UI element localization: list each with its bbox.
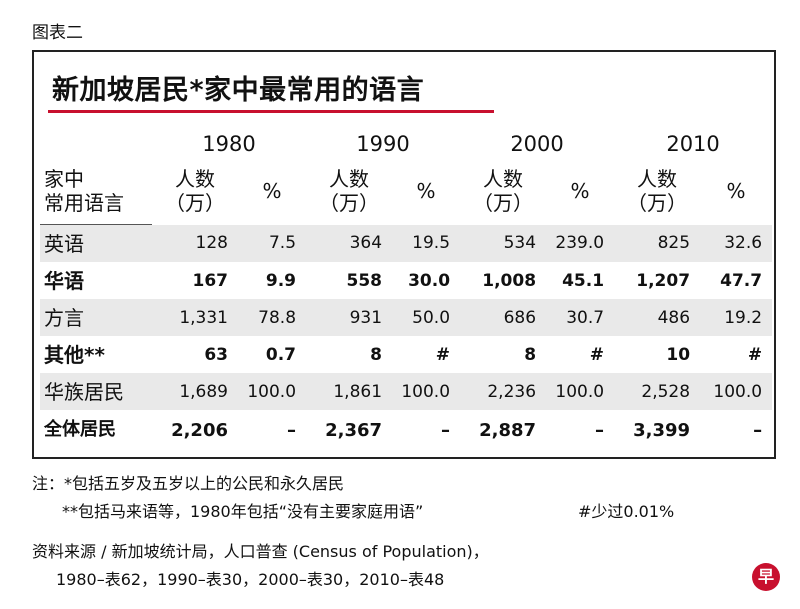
pct-header: % bbox=[416, 179, 436, 204]
percent-cell: 78.8 bbox=[238, 299, 307, 336]
sub-header-row: 家中 常用语言 人数 （万） % 人数 （万） % 人数 （万） % 人数 （万） % bbox=[40, 158, 772, 225]
table-row: 英语 128 7.5 364 19.5 534 239.0 825 32.6 bbox=[40, 224, 773, 262]
count-cell: 2,887 bbox=[479, 419, 537, 441]
percent-cell: 9.9 bbox=[265, 270, 297, 291]
source-line-1: 资料来源 / 新加坡统计局，人口普查 (Census of Population… bbox=[32, 542, 489, 561]
percent-cell: 50.0 bbox=[392, 299, 461, 336]
count-header: 人数 （万） bbox=[627, 167, 688, 216]
percent-cell: 32.6 bbox=[700, 224, 773, 262]
table-frame: 新加坡居民*家中最常用的语言 1980 1990 2000 2010 家中 常用… bbox=[32, 50, 776, 459]
percent-cell: 7.5 bbox=[238, 224, 307, 262]
count-cell: 10 bbox=[666, 344, 691, 365]
title-underline bbox=[48, 110, 494, 113]
count-cell: 558 bbox=[346, 270, 383, 291]
row-label: 其他** bbox=[44, 342, 105, 367]
note-hash: #少过0.01% bbox=[578, 502, 675, 521]
count-cell: 686 bbox=[460, 299, 547, 336]
count-cell: 1,207 bbox=[636, 270, 691, 291]
row-label: 英语 bbox=[40, 224, 152, 262]
table-row: 方言 1,331 78.8 931 50.0 686 30.7 486 19.2 bbox=[40, 299, 773, 336]
corner-cell bbox=[40, 130, 152, 158]
percent-cell: 45.1 bbox=[562, 270, 605, 291]
year-header-1980: 1980 bbox=[202, 132, 256, 156]
pct-header: % bbox=[262, 179, 282, 204]
percent-cell: – bbox=[595, 419, 605, 441]
table-row: 其他** 63 0.7 8 #8 #10 # bbox=[40, 336, 772, 373]
count-cell: 931 bbox=[306, 299, 393, 336]
percent-cell: 30.0 bbox=[408, 270, 451, 291]
year-header-2010: 2010 bbox=[666, 132, 720, 156]
row-header-line2: 常用语言 bbox=[44, 191, 124, 215]
percent-cell: # bbox=[589, 344, 605, 365]
table-row: 华族居民 1,689 100.0 1,861 100.0 2,236 100.0 2,528 1… bbox=[40, 373, 773, 410]
publisher-logo-icon: 早 bbox=[752, 563, 780, 591]
count-cell: 167 bbox=[192, 270, 229, 291]
percent-cell: 100.0 bbox=[392, 373, 461, 410]
row-label: 全体居民 bbox=[44, 419, 116, 440]
notes: 注：*包括五岁及五岁以上的公民和永久居民 **包括马来语等，1980年包括“没有… bbox=[32, 470, 674, 526]
count-cell: 364 bbox=[306, 224, 393, 262]
percent-cell: 19.5 bbox=[392, 224, 461, 262]
count-cell: 8 bbox=[370, 344, 383, 365]
count-cell: 2,528 bbox=[614, 373, 701, 410]
count-cell: 1,689 bbox=[152, 373, 238, 410]
percent-cell: # bbox=[747, 344, 763, 365]
count-cell: 486 bbox=[614, 299, 701, 336]
count-header: 人数 （万） bbox=[473, 167, 534, 216]
row-label: 华语 bbox=[44, 268, 84, 293]
percent-cell: 30.7 bbox=[546, 299, 615, 336]
row-label: 华族居民 bbox=[40, 373, 152, 410]
percent-cell: 100.0 bbox=[546, 373, 615, 410]
percent-cell: 239.0 bbox=[546, 224, 615, 262]
row-label: 方言 bbox=[40, 299, 152, 336]
source-line-2: 1980–表62，1990–表30，2000–表30，2010–表48 bbox=[56, 570, 445, 589]
row-header-label: 家中 常用语言 bbox=[40, 158, 152, 225]
percent-cell: – bbox=[287, 419, 297, 441]
year-header-2000: 2000 bbox=[510, 132, 564, 156]
source: 资料来源 / 新加坡统计局，人口普查 (Census of Population… bbox=[32, 538, 489, 594]
count-cell: 2,367 bbox=[325, 419, 383, 441]
count-cell: 128 bbox=[152, 224, 238, 262]
note-2-wrap: **包括马来语等，1980年包括“没有主要家庭用语” #少过0.01% bbox=[32, 498, 674, 526]
count-cell: 63 bbox=[204, 344, 228, 365]
pct-header: % bbox=[570, 179, 590, 204]
percent-cell: 0.7 bbox=[265, 344, 297, 365]
table-row: 全体居民 2,206 – 2,367 – 2,887 – 3,399 – bbox=[40, 410, 772, 450]
percent-cell: – bbox=[753, 419, 763, 441]
percent-cell: – bbox=[441, 419, 451, 441]
pct-header: % bbox=[726, 179, 746, 204]
percent-cell: 100.0 bbox=[238, 373, 307, 410]
year-header-1990: 1990 bbox=[356, 132, 410, 156]
count-header: 人数 （万） bbox=[319, 167, 380, 216]
table-row: 华语 167 9.9 558 30.0 1,008 45.1 1,207 47.7 bbox=[40, 262, 772, 299]
percent-cell: 19.2 bbox=[700, 299, 773, 336]
count-cell: 825 bbox=[614, 224, 701, 262]
year-header-row: 1980 1990 2000 2010 bbox=[40, 130, 772, 158]
percent-cell: 100.0 bbox=[700, 373, 773, 410]
count-cell: 1,008 bbox=[482, 270, 537, 291]
percent-cell: 47.7 bbox=[720, 270, 763, 291]
percent-cell: # bbox=[435, 344, 451, 365]
language-table: 1980 1990 2000 2010 家中 常用语言 人数 （万） % 人数 （万… bbox=[40, 130, 773, 450]
count-cell: 1,331 bbox=[152, 299, 238, 336]
count-cell: 3,399 bbox=[633, 419, 691, 441]
note-1: 注：*包括五岁及五岁以上的公民和永久居民 bbox=[32, 474, 345, 493]
count-cell: 534 bbox=[460, 224, 547, 262]
figure-label: 图表二 bbox=[32, 23, 83, 43]
note-2: **包括马来语等，1980年包括“没有主要家庭用语” bbox=[62, 502, 424, 521]
count-header: 人数 （万） bbox=[165, 167, 225, 216]
chart-title: 新加坡居民*家中最常用的语言 bbox=[52, 75, 425, 106]
count-cell: 2,206 bbox=[171, 419, 228, 441]
row-header-line1: 家中 bbox=[44, 167, 84, 191]
count-cell: 2,236 bbox=[460, 373, 547, 410]
count-cell: 1,861 bbox=[306, 373, 393, 410]
count-cell: 8 bbox=[524, 344, 537, 365]
